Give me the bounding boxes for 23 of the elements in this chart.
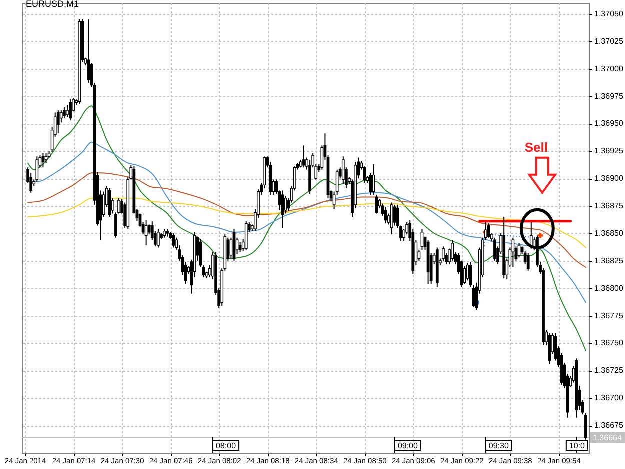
y-tick-label: 1.37025 — [594, 36, 624, 46]
y-tick-label: 1.36775 — [594, 311, 624, 320]
y-tick-label: 1.36750 — [594, 338, 624, 348]
y-tick-label: 1.36700 — [594, 394, 624, 403]
chart-title: EURUSD,M1 — [26, 0, 80, 9]
y-tick-label: 1.36850 — [594, 228, 624, 238]
y-tick-label: 1.36875 — [594, 202, 624, 211]
y-tick-label: 1.36800 — [594, 284, 624, 293]
y-tick-label: 1.36725 — [594, 366, 624, 376]
y-tick-label: 1.37050 — [594, 9, 624, 18]
y-tick-label: 1.36825 — [594, 256, 624, 266]
ref-line-label: 08:00 — [216, 441, 237, 450]
annotation: Sell — [524, 140, 548, 155]
y-tick-label: 1.36675 — [594, 421, 624, 430]
y-tick-label: 1.37000 — [594, 64, 624, 74]
ref-line-label: 1.36664 — [593, 434, 622, 443]
y-tick-label: 1.36900 — [594, 174, 624, 184]
y-tick-label: 1.36950 — [594, 119, 624, 128]
y-tick-label: 1.36975 — [594, 92, 624, 101]
ref-line-label: 10:0 — [569, 441, 586, 450]
y-tick-label: 1.36925 — [594, 146, 624, 156]
ref-line-label: 09:00 — [398, 441, 419, 450]
ref-line-label: 09:30 — [488, 441, 510, 450]
